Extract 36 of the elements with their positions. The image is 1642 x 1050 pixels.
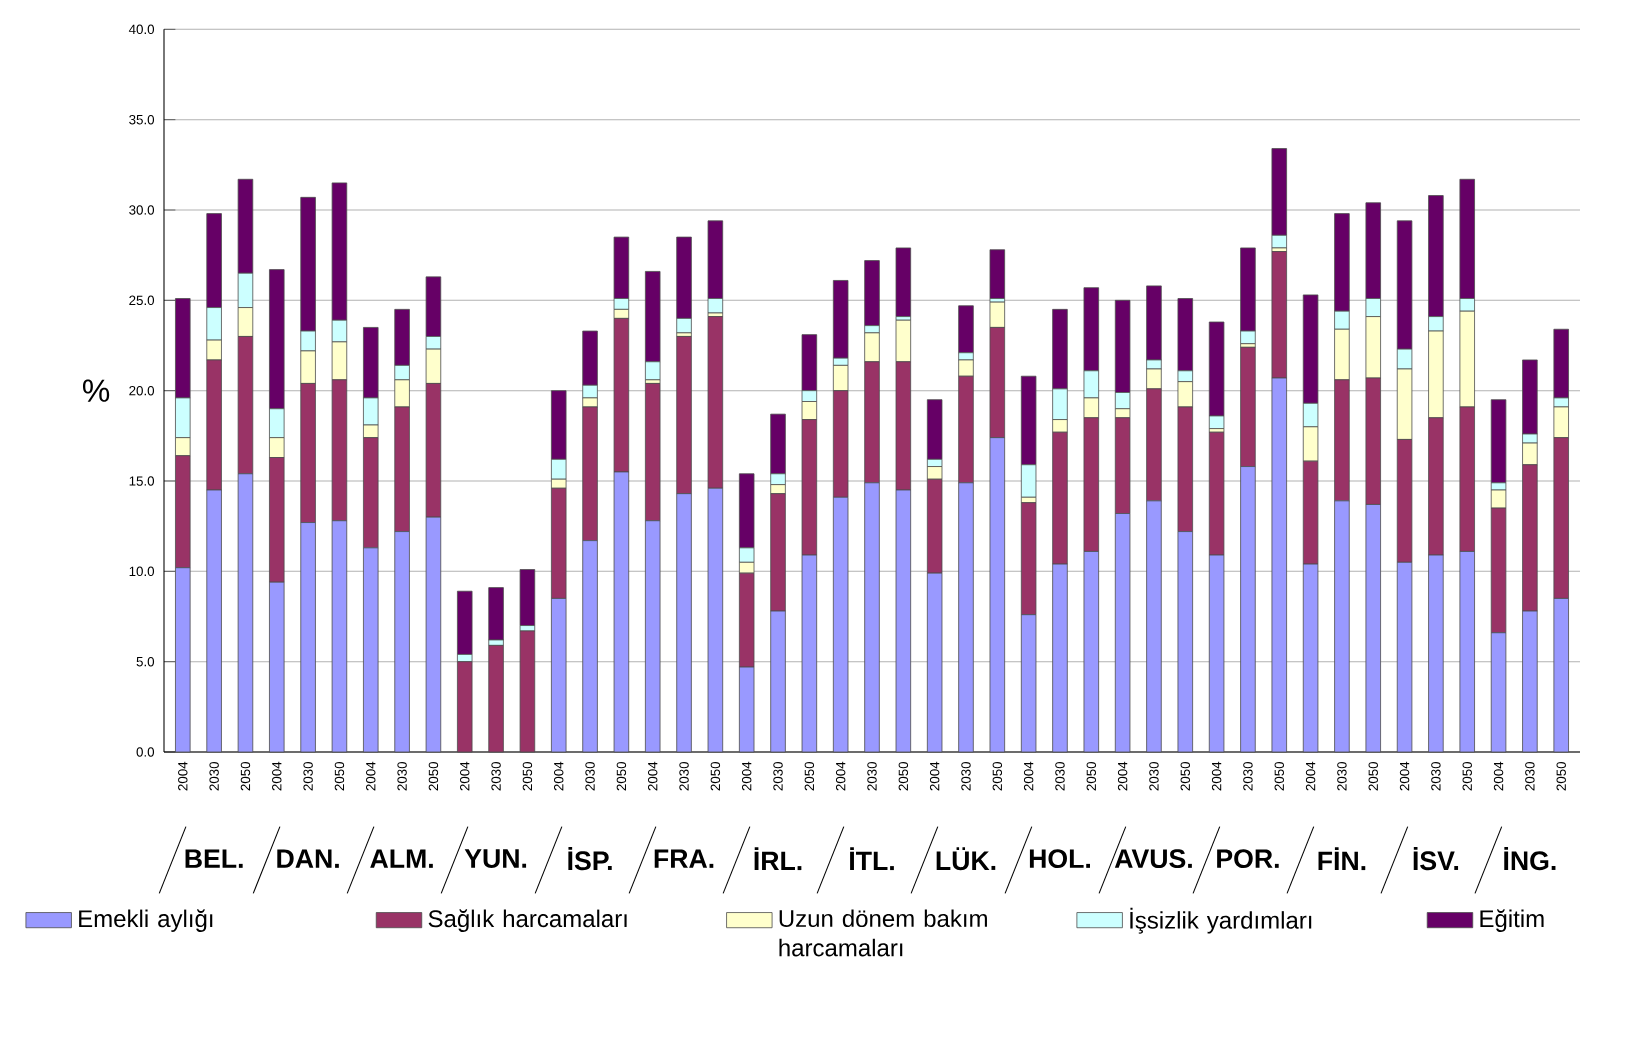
text: AVUS. bbox=[1114, 849, 1192, 869]
bar bbox=[488, 587, 504, 641]
text: İRL. bbox=[754, 847, 802, 871]
bar bbox=[1522, 359, 1538, 435]
bar bbox=[519, 630, 536, 753]
legend-label: İşsizlik yardımları bbox=[1130, 907, 1312, 934]
bar bbox=[864, 260, 880, 327]
text: İTL. bbox=[850, 847, 894, 871]
text: İSV. bbox=[1413, 847, 1459, 871]
legend-label: Eğitim bbox=[1480, 909, 1544, 932]
bar bbox=[1553, 328, 1569, 399]
text: ALM. bbox=[370, 849, 433, 868]
bar bbox=[457, 661, 473, 753]
text: LÜK. bbox=[936, 847, 996, 871]
bar bbox=[895, 247, 912, 317]
bar bbox=[488, 645, 504, 753]
text: BEL. bbox=[185, 849, 243, 868]
text: DAN. bbox=[277, 849, 339, 868]
bar bbox=[519, 569, 536, 626]
text: FRA. bbox=[654, 849, 714, 868]
bar bbox=[958, 305, 974, 354]
y-axis-title: % bbox=[82, 379, 110, 402]
bar bbox=[457, 590, 473, 655]
text: YUN. bbox=[464, 849, 527, 868]
bar bbox=[1146, 285, 1162, 361]
text: İNG. bbox=[1504, 847, 1556, 871]
text: İSP. bbox=[568, 847, 612, 871]
text: HOL. bbox=[1029, 849, 1090, 869]
bar bbox=[926, 399, 943, 460]
legend-label: Uzun dönem bakım harcamaları bbox=[779, 909, 987, 957]
text: FİN. bbox=[1318, 847, 1366, 871]
text: POR. bbox=[1217, 849, 1279, 869]
bar bbox=[832, 280, 849, 359]
legend-label: Emekli aylığı bbox=[79, 909, 213, 932]
bar bbox=[1490, 399, 1507, 484]
legend-label: Sağlık harcamaları bbox=[428, 909, 627, 932]
